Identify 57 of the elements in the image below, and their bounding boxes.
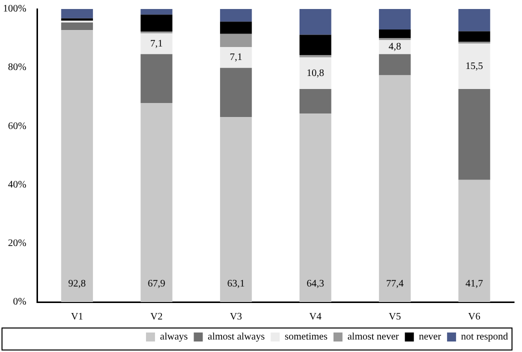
- bar: [378, 9, 411, 30]
- y-tick-label: 20%: [8, 238, 26, 250]
- data-label: 41,7: [466, 278, 484, 290]
- bar: [220, 117, 252, 302]
- x-tick-label: V5: [388, 312, 401, 323]
- x-tick-label: V4: [309, 312, 322, 323]
- y-tick-label: 100%: [2, 4, 26, 15]
- bar: [220, 22, 252, 34]
- bar: [458, 180, 490, 302]
- data-label: 7,1: [150, 38, 163, 50]
- legend-label: almost never: [347, 332, 400, 343]
- bar: [300, 88, 332, 114]
- bar: [220, 47, 252, 68]
- bar: [140, 14, 172, 32]
- bar: [458, 31, 490, 42]
- data-label: 92,8: [68, 278, 86, 290]
- bar: [140, 9, 172, 15]
- x-tick-label: V6: [468, 312, 480, 323]
- data-label: 63,1: [227, 278, 245, 290]
- legend-label: never: [418, 332, 442, 343]
- legend-label: not respond: [461, 332, 508, 343]
- y-tick-label: 0%: [12, 296, 26, 308]
- y-tick-label: 40%: [8, 179, 26, 190]
- bar: [300, 9, 332, 35]
- bar: [378, 75, 411, 302]
- bar: [458, 9, 490, 32]
- legend-label: always: [160, 332, 188, 343]
- y-tick-label: 80%: [8, 62, 26, 74]
- data-label: 4,8: [388, 42, 402, 53]
- bar: [458, 88, 490, 180]
- bar: [458, 44, 490, 89]
- data-label: 10,8: [306, 68, 324, 79]
- x-tick-label: V2: [150, 312, 163, 323]
- data-label: 64,3: [306, 278, 324, 290]
- bar: [61, 22, 93, 30]
- bar: [220, 68, 252, 118]
- bar: [140, 103, 172, 302]
- x-tick-label: V3: [230, 312, 242, 323]
- x-tick-label: V1: [70, 312, 84, 323]
- data-label: 15,5: [466, 60, 484, 72]
- bar: [300, 114, 332, 302]
- bar: [220, 9, 252, 22]
- bar: [378, 30, 411, 38]
- bar: [140, 54, 172, 104]
- bar: [300, 34, 332, 56]
- bar: [220, 34, 252, 48]
- y-tick-label: 60%: [8, 120, 26, 132]
- legend-label: almost always: [208, 332, 265, 343]
- data-label: 67,9: [148, 278, 166, 290]
- bar: [140, 33, 172, 54]
- data-label: 77,4: [386, 278, 404, 290]
- bar: [378, 54, 411, 76]
- bar: [61, 30, 93, 302]
- bar: [300, 57, 332, 89]
- data-label: 7,1: [230, 52, 242, 64]
- bar: [61, 9, 93, 18]
- legend-label: sometimes: [284, 332, 328, 343]
